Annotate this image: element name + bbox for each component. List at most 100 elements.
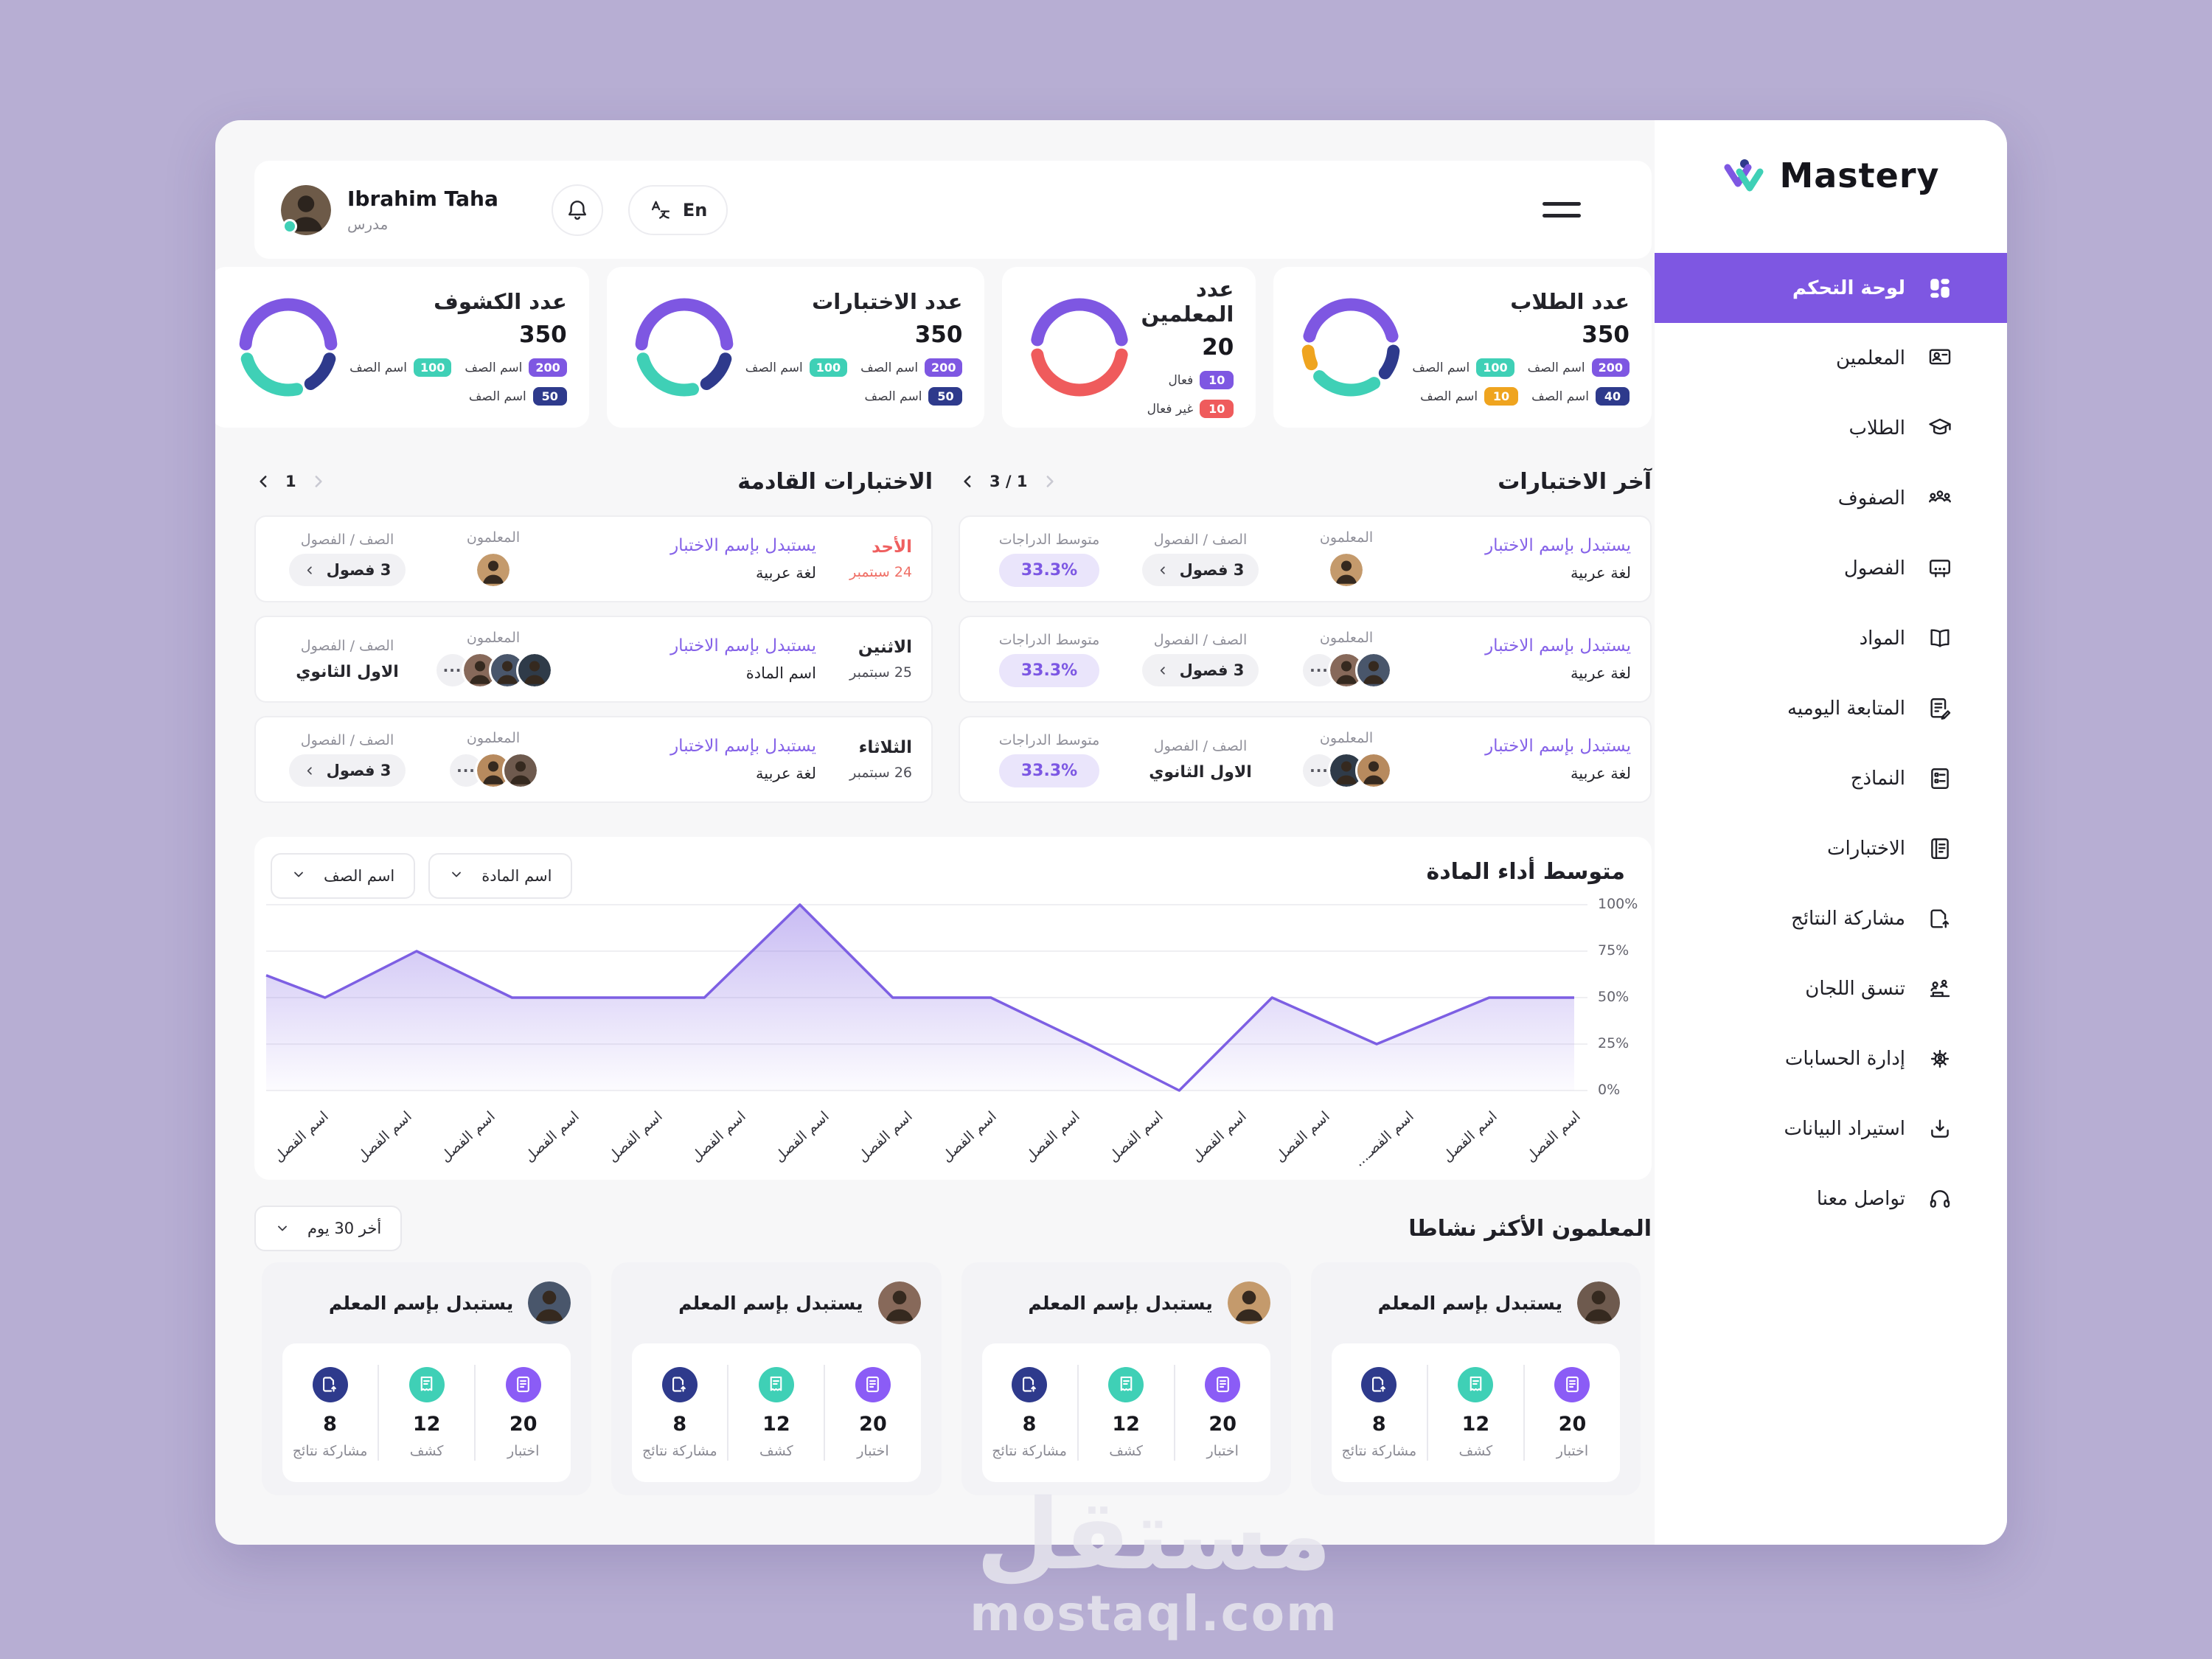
class-col: الصف / الفصول 3 فصول: [275, 532, 420, 586]
sidebar-item-subjects[interactable]: المواد: [1655, 603, 2007, 673]
sidebar-item-exams[interactable]: الاختبارات: [1655, 813, 2007, 883]
pager-next-button[interactable]: [308, 472, 327, 491]
sidebar-item-contact[interactable]: تواصل معنا: [1655, 1164, 2007, 1234]
teacher-card-header[interactable]: يستبدل بإسم المعلم: [982, 1281, 1270, 1324]
exam-stat-icon: [505, 1366, 541, 1402]
stat-divider: [1077, 1365, 1079, 1461]
legend-row: 10 فعال: [1168, 371, 1234, 389]
teacher-stat: 12 كشف: [1079, 1366, 1174, 1459]
teacher-name: يستبدل بإسم المعلم: [1028, 1292, 1213, 1314]
class-label: الصف / الفصول: [1153, 737, 1248, 754]
legend-count-badge: 50: [532, 387, 567, 406]
class-name: الاول الثانوي: [1149, 762, 1252, 782]
exam-name-link[interactable]: يستبدل بإسم الاختبار: [670, 737, 816, 756]
subject-performance-card: متوسط أداء المادة اسم الصف اسم المادة 100…: [254, 837, 1652, 1180]
teacher-card-header[interactable]: يستبدل بإسم المعلم: [1332, 1281, 1620, 1324]
exam-name-link[interactable]: يستبدل بإسم الاختبار: [1485, 636, 1631, 655]
class-pill-button[interactable]: 3 فصول: [1141, 654, 1259, 686]
exam-name-link[interactable]: يستبدل بإسم الاختبار: [1485, 536, 1631, 555]
exam-subject: لغة عربية: [755, 765, 816, 782]
legend-item: 100 اسم الصف: [1412, 358, 1514, 377]
exam-subject: اسم المادة: [745, 664, 816, 682]
user-profile-button[interactable]: Ibrahim Taha مدرس: [281, 184, 498, 235]
menu-button[interactable]: [1543, 194, 1581, 226]
sidebar-item-share[interactable]: مشاركة النتائج: [1655, 883, 2007, 953]
sidebar-item-dashboard[interactable]: لوحة التحكم: [1655, 253, 2007, 323]
class-pill-button[interactable]: 3 فصول: [288, 554, 406, 586]
average-score-badge: 33.3%: [998, 653, 1100, 687]
students-icon: [1926, 414, 1954, 442]
y-axis-tick: 100%: [1598, 896, 1638, 912]
notifications-button[interactable]: [551, 184, 603, 236]
sidebar-item-import[interactable]: استيراد البيانات: [1655, 1093, 2007, 1164]
class-col: الصف / الفصول 3 فصول: [1128, 532, 1273, 586]
period-filter-dropdown[interactable]: أخر 30 يوم: [254, 1206, 403, 1251]
language-switcher[interactable]: En: [627, 184, 728, 235]
sidebar-item-grades[interactable]: الصفوف: [1655, 463, 2007, 533]
legend-label: اسم الصف: [349, 360, 408, 375]
pager-prev-button[interactable]: [254, 472, 274, 491]
y-axis-tick: 50%: [1598, 989, 1630, 1005]
teachers-col: المعلمون ···: [428, 630, 558, 689]
sidebar-item-label: إدارة الحسابات: [1784, 1047, 1905, 1070]
teacher-card-header[interactable]: يستبدل بإسم المعلم: [632, 1281, 921, 1324]
exam-date: 26 سبتمبر: [849, 765, 912, 781]
mastery-logo-icon: [1722, 157, 1770, 194]
share-stat-icon: [661, 1366, 698, 1402]
latest-exams-section: آخر الاختبارات 3 / 1 يستبدل بإسم الاختبا…: [959, 461, 1652, 803]
chevron-left-icon: [304, 765, 316, 777]
y-axis-tick: 25%: [1598, 1035, 1630, 1051]
stat-cards-row: عدد الطلاب 350 200 اسم الصف 100 اسم الصف 40 اسم…: [215, 267, 1652, 428]
class-pill-button[interactable]: 3 فصول: [288, 754, 406, 787]
pager-prev-button[interactable]: [959, 472, 978, 491]
legend-row: 10 غير فعال: [1147, 400, 1234, 418]
teacher-avatar: [1355, 752, 1392, 789]
legend-row: 200 اسم الصف 100 اسم الصف: [745, 358, 963, 377]
more-teachers-button[interactable]: ···: [1301, 652, 1338, 689]
sidebar-item-committees[interactable]: تنسق اللجان: [1655, 953, 2007, 1023]
chevron-left-icon: [1157, 664, 1169, 677]
exam-name-link[interactable]: يستبدل بإسم الاختبار: [1485, 737, 1631, 756]
average-score-badge: 33.3%: [998, 553, 1100, 587]
bell-icon: [564, 197, 591, 223]
exam-name-link[interactable]: يستبدل بإسم الاختبار: [670, 636, 816, 655]
sidebar-item-classes[interactable]: الفصول: [1655, 533, 2007, 603]
sidebar-item-teachers[interactable]: المعلمين: [1655, 323, 2007, 393]
legend-row: 50 اسم الصف: [865, 387, 963, 406]
brand-logo[interactable]: Mastery: [1655, 120, 2007, 231]
teacher-stat: 20 اختبار: [825, 1366, 920, 1459]
teacher-stat: 12 كشف: [379, 1366, 474, 1459]
exam-day: الثلاثاء: [858, 738, 912, 757]
teachers-label: المعلمون: [1319, 730, 1374, 746]
class-pill-button[interactable]: 3 فصول: [1141, 554, 1259, 586]
teacher-avatar: [502, 752, 539, 789]
sidebar-item-students[interactable]: الطلاب: [1655, 393, 2007, 463]
exam-name-link[interactable]: يستبدل بإسم الاختبار: [670, 536, 816, 555]
teacher-stat: 12 كشف: [1428, 1366, 1523, 1459]
teachers-label: المعلمون: [466, 529, 521, 546]
exam-date-col: الاثنين 25 سبتمبر: [825, 638, 912, 681]
latest-exams-list: يستبدل بإسم الاختبار لغة عربية المعلمون الص…: [959, 515, 1652, 803]
legend-label: اسم الصف: [468, 389, 526, 404]
pager-page: 1: [285, 473, 296, 490]
chart-filter-dropdown[interactable]: اسم الصف: [271, 853, 416, 899]
sidebar-item-forms[interactable]: النماذج: [1655, 743, 2007, 813]
legend-count-badge: 50: [928, 387, 963, 406]
sidebar-item-accounts[interactable]: إدارة الحسابات: [1655, 1023, 2007, 1093]
stat-value: 350: [519, 321, 567, 348]
class-col: الصف / الفصول الاول الثانوي: [1128, 738, 1273, 782]
stat-card: عدد المعلمين 20 10 فعال 10 غير فعال: [1002, 267, 1256, 428]
teacher-card: يستبدل بإسم المعلم 20 اختبار 12 كشف 8 مشاركة ن…: [1310, 1262, 1641, 1495]
pager-next-button[interactable]: [1040, 472, 1059, 491]
exam-day: الاثنين: [858, 638, 912, 657]
latest-pager: 3 / 1: [959, 472, 1059, 491]
top-teachers-header: المعلمون الأكثر نشاطا أخر 30 يوم: [254, 1206, 1652, 1251]
teacher-card-header[interactable]: يستبدل بإسم المعلم: [282, 1281, 571, 1324]
stat-label: كشف: [409, 1442, 444, 1459]
sidebar-nav: لوحة التحكم المعلمين الطلاب الصفوف الفصول الم…: [1655, 253, 2007, 1234]
legend-item: 200 اسم الصف: [1528, 358, 1630, 377]
sidebar-item-daily[interactable]: المتابعة اليوميه: [1655, 673, 2007, 743]
chart-filter-dropdown[interactable]: اسم المادة: [428, 853, 573, 899]
stat-title: عدد الكشوف: [434, 289, 567, 314]
